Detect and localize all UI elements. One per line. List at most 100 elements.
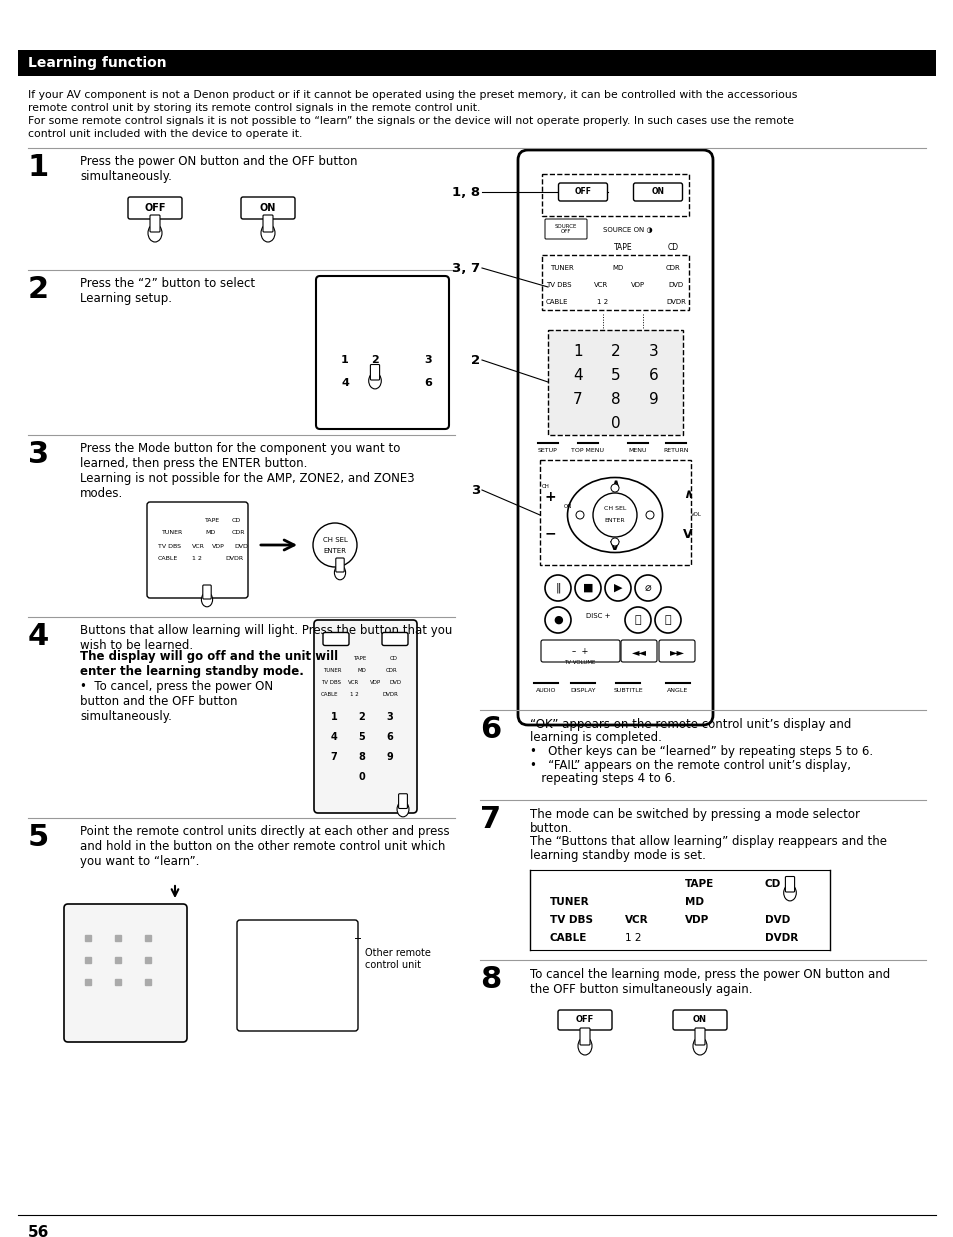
Text: CDR: CDR <box>665 265 679 271</box>
Text: 7: 7 <box>479 805 500 834</box>
Circle shape <box>610 538 618 546</box>
Text: •   Other keys can be “learned” by repeating steps 5 to 6.: • Other keys can be “learned” by repeati… <box>530 745 872 758</box>
Text: 0: 0 <box>358 772 365 782</box>
Text: ‖: ‖ <box>555 583 560 594</box>
Text: 5: 5 <box>611 369 620 383</box>
Text: DVDR: DVDR <box>665 299 685 306</box>
Text: 3: 3 <box>28 440 49 469</box>
Text: –  +: – + <box>571 647 588 657</box>
Text: 7: 7 <box>331 752 337 762</box>
Text: SUBTITLE: SUBTITLE <box>613 688 642 693</box>
FancyBboxPatch shape <box>695 1028 704 1045</box>
Text: 6: 6 <box>424 379 432 388</box>
Circle shape <box>544 575 571 601</box>
Text: 1, 8: 1, 8 <box>452 186 479 198</box>
Text: TV DBS: TV DBS <box>545 282 571 288</box>
Text: 3: 3 <box>424 355 432 365</box>
Text: Press the “2” button to select
Learning setup.: Press the “2” button to select Learning … <box>80 277 254 306</box>
Text: 8: 8 <box>358 752 365 762</box>
FancyBboxPatch shape <box>544 219 586 239</box>
Text: SOURCE ON ◑: SOURCE ON ◑ <box>602 226 652 233</box>
Text: TV DBS: TV DBS <box>550 915 593 925</box>
Text: TV DBS: TV DBS <box>158 543 181 548</box>
Text: 7: 7 <box>573 392 582 407</box>
Text: ON: ON <box>563 505 572 510</box>
FancyBboxPatch shape <box>147 502 248 597</box>
Circle shape <box>313 523 356 567</box>
Text: 1 2: 1 2 <box>597 299 608 306</box>
Text: OFF: OFF <box>574 188 591 197</box>
Text: To cancel the learning mode, press the power ON button and
the OFF button simult: To cancel the learning mode, press the p… <box>530 969 889 996</box>
Text: 3: 3 <box>470 484 479 496</box>
Text: CH SEL: CH SEL <box>603 506 625 512</box>
Text: VCR: VCR <box>192 543 205 548</box>
Circle shape <box>575 575 600 601</box>
Text: control unit included with the device to operate it.: control unit included with the device to… <box>28 129 302 139</box>
Text: The “Buttons that allow learning” display reappears and the: The “Buttons that allow learning” displa… <box>530 835 886 849</box>
Text: OFF: OFF <box>144 203 166 213</box>
Text: 1: 1 <box>341 355 349 365</box>
Text: CDR: CDR <box>232 531 245 536</box>
FancyBboxPatch shape <box>558 183 607 200</box>
Text: V: V <box>610 541 619 553</box>
Circle shape <box>645 511 654 520</box>
Text: 1: 1 <box>28 153 50 182</box>
FancyBboxPatch shape <box>236 920 357 1030</box>
Text: VDP: VDP <box>684 915 708 925</box>
Text: OFF: OFF <box>576 1016 594 1024</box>
FancyBboxPatch shape <box>579 1028 589 1045</box>
Text: button.: button. <box>530 821 572 835</box>
Text: ENTER: ENTER <box>604 517 624 522</box>
FancyBboxPatch shape <box>323 632 349 646</box>
Text: repeating steps 4 to 6.: repeating steps 4 to 6. <box>530 772 675 785</box>
Text: MD: MD <box>612 265 623 271</box>
FancyBboxPatch shape <box>381 632 408 646</box>
Ellipse shape <box>261 224 274 242</box>
Text: 1 2: 1 2 <box>350 693 358 698</box>
Circle shape <box>610 484 618 492</box>
FancyBboxPatch shape <box>784 877 794 892</box>
Text: ON: ON <box>692 1016 706 1024</box>
Text: ANGLE: ANGLE <box>667 688 688 693</box>
FancyBboxPatch shape <box>517 150 712 725</box>
FancyBboxPatch shape <box>672 1009 726 1030</box>
Ellipse shape <box>692 1037 706 1055</box>
Text: TOP MENU: TOP MENU <box>571 448 604 453</box>
Text: 3, 7: 3, 7 <box>452 261 479 275</box>
Text: 2: 2 <box>28 275 49 304</box>
Ellipse shape <box>201 593 213 607</box>
Text: DVD: DVD <box>668 282 683 288</box>
Ellipse shape <box>782 884 796 901</box>
Text: 8: 8 <box>611 392 620 407</box>
Text: CDR: CDR <box>386 668 397 673</box>
Text: The display will go off and the unit will
enter the learning standby mode.: The display will go off and the unit wil… <box>80 649 337 678</box>
Text: ■: ■ <box>582 583 593 593</box>
Text: ►►: ►► <box>669 647 684 657</box>
FancyBboxPatch shape <box>335 558 344 571</box>
Text: CABLE: CABLE <box>158 557 178 562</box>
Text: TAPE: TAPE <box>353 657 366 662</box>
Text: ∧: ∧ <box>682 489 692 501</box>
FancyBboxPatch shape <box>64 904 187 1042</box>
Text: 56: 56 <box>28 1225 50 1237</box>
Text: 2: 2 <box>371 355 378 365</box>
Text: AUDIO: AUDIO <box>536 688 556 693</box>
Text: DVD: DVD <box>390 680 402 685</box>
Text: DISPLAY: DISPLAY <box>570 688 595 693</box>
Text: MD: MD <box>357 668 367 673</box>
Text: 6: 6 <box>479 715 500 743</box>
Text: 3: 3 <box>648 344 659 360</box>
Text: Point the remote control units directly at each other and press
and hold in the : Point the remote control units directly … <box>80 825 449 868</box>
Text: V: V <box>682 528 692 542</box>
FancyBboxPatch shape <box>315 276 449 429</box>
FancyBboxPatch shape <box>633 183 681 200</box>
Text: 4: 4 <box>573 369 582 383</box>
FancyBboxPatch shape <box>150 215 160 233</box>
Text: •  To cancel, press the power ON
button and the OFF button
simultaneously.: • To cancel, press the power ON button a… <box>80 680 273 722</box>
Text: CH SEL: CH SEL <box>322 537 347 543</box>
Text: remote control unit by storing its remote control signals in the remote control : remote control unit by storing its remot… <box>28 103 480 113</box>
Text: TV VOLUME: TV VOLUME <box>564 659 595 664</box>
Text: DVD: DVD <box>764 915 789 925</box>
Circle shape <box>593 494 637 537</box>
Text: TAPE: TAPE <box>613 244 632 252</box>
